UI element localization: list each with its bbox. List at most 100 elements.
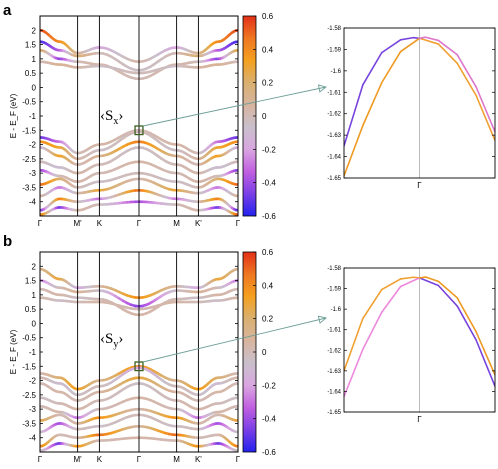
- spin-subscript: x: [113, 116, 118, 127]
- spin-bracket-right: ›: [118, 108, 123, 124]
- band-2: [40, 48, 238, 81]
- zoom-curves: [344, 276, 495, 398]
- spin-bracket-left: ‹: [100, 108, 105, 124]
- zoom-curve-1-segment: [437, 39, 459, 56]
- spin-bracket-left: ‹: [100, 331, 105, 347]
- zoom-box: [134, 361, 144, 372]
- band-7: [40, 146, 238, 175]
- zoom-y-tick-label: -1.59: [327, 47, 341, 53]
- zoom-curve-1-segment: [399, 277, 421, 288]
- zoom-plot-a: -1.58 -1.59 -1.6 -1.61 -1.62 -1.63 -1.64 -1.65 Γ: [327, 26, 496, 190]
- y-tick-label: -1: [29, 348, 37, 357]
- zoom-y-tick-label: -1.62: [327, 348, 341, 354]
- colorbar-tick-label: 0.2: [262, 315, 274, 324]
- band-5: [40, 366, 238, 397]
- colorbar-tick-label: -0.2: [262, 145, 276, 154]
- x-tick-label: M': [74, 219, 83, 228]
- zoom-curve-0-segment: [344, 83, 364, 147]
- y-tick-label: -2: [29, 377, 37, 386]
- band-9: [40, 407, 238, 425]
- spin-bracket-right: ›: [118, 331, 123, 347]
- y-tick-label: 1: [32, 55, 37, 64]
- zoom-y-tick-label: -1.63: [327, 133, 341, 139]
- zoom-curve-1-segment: [456, 53, 477, 88]
- zoom-curve-0-segment: [437, 43, 459, 65]
- colorbar-b: 0.6 0.4 0.2 0 -0.2 -0.4 -0.6: [242, 248, 276, 457]
- y-tick-label: -3.5: [22, 183, 36, 192]
- y-tick-label: -0.5: [22, 98, 36, 107]
- colorbar-tick-label: 0: [262, 112, 267, 121]
- zoom-curve-0-segment: [456, 305, 477, 341]
- zoom-curve-0-segment: [380, 278, 402, 291]
- spin-label-x: ‹Sx›: [100, 108, 123, 127]
- colorbar-tick-label: -0.2: [262, 381, 276, 390]
- zoom-curve-1-segment: [362, 311, 383, 351]
- y-tick-label: 0: [32, 83, 37, 92]
- y-tick-label: 1: [32, 291, 37, 300]
- colorbar-tick-label: -0.6: [262, 448, 276, 457]
- y-axis-label: E - E_F (eV): [9, 93, 18, 138]
- panel-label-b: b: [3, 233, 12, 250]
- zoom-curve-0-segment: [456, 62, 477, 97]
- zoom-arrow-b-head: [317, 315, 327, 324]
- y-tick-label: -3: [29, 169, 37, 178]
- zoom-curve-0-segment: [362, 288, 383, 320]
- colorbar-tick-label: 0.6: [262, 248, 274, 257]
- zoom-curve-1-segment: [399, 37, 421, 53]
- zoom-curve-1-segment: [437, 280, 459, 299]
- colorbar-tick-label: 0.4: [262, 45, 274, 54]
- band-0: [40, 267, 238, 300]
- bands-group: [40, 28, 238, 216]
- y-tick-label: -4: [29, 198, 37, 207]
- annotations: ‹Sx›‹Sy›: [100, 84, 327, 363]
- band-3: [40, 296, 238, 311]
- zoom-curve-1-segment: [475, 330, 495, 376]
- zoom-arrow-a-head: [317, 84, 327, 93]
- band-5: [40, 130, 238, 161]
- y-tick-label: 1.5: [25, 41, 37, 50]
- band-11: [40, 188, 238, 212]
- x-tick-label: K': [195, 455, 202, 464]
- zoom-y-tick-label: -1.62: [327, 112, 341, 118]
- y-tick-label: -2: [29, 141, 37, 150]
- zoom-curve-0-segment: [475, 94, 495, 142]
- panel-label-a: a: [3, 2, 12, 19]
- zoom-arrow-a: [142, 86, 327, 127]
- zoom-curve-1-segment: [362, 81, 383, 127]
- zoom-y-tick-label: -1.65: [327, 176, 341, 182]
- colorbar-tick-label: 0.2: [262, 79, 274, 88]
- y-tick-label: -1.5: [22, 362, 36, 371]
- x-tick-label: Γ: [38, 455, 43, 464]
- x-tick-label: Γ: [236, 455, 241, 464]
- band-12: [40, 436, 238, 452]
- band-1: [40, 279, 238, 308]
- zoom-box: [134, 125, 144, 136]
- band-10: [40, 413, 238, 434]
- x-tick-label: K: [97, 455, 103, 464]
- spin-base: S: [105, 331, 113, 347]
- zoom-curve-1-segment: [456, 297, 477, 333]
- band-8: [40, 160, 238, 184]
- band-10: [40, 177, 238, 198]
- zoom-curve-1-segment: [424, 276, 440, 283]
- colorbar-tick-label: 0.6: [262, 12, 274, 21]
- x-tick-label: M: [173, 455, 180, 464]
- y-tick-label: 2: [32, 262, 37, 271]
- zoom-curve-1-segment: [380, 50, 402, 84]
- spin-base: S: [105, 108, 113, 124]
- x-tick-label: K': [195, 219, 202, 228]
- y-tick-label: 1.5: [25, 277, 37, 286]
- colorbar-a: 0.6 0.4 0.2 0 -0.2 -0.4 -0.6: [242, 12, 276, 221]
- y-tick-label: 0.5: [25, 305, 37, 314]
- zoom-y-tick-label: -1.6: [331, 307, 342, 313]
- y-tick-label: 2: [32, 26, 37, 35]
- x-tick-label: Γ: [236, 219, 241, 228]
- colorbar-tick-label: 0: [262, 348, 267, 357]
- zoom-curve-0-segment: [475, 339, 495, 388]
- x-tick-label: Γ: [38, 219, 43, 228]
- band-6: [40, 376, 238, 402]
- zoom-curve-0-segment: [344, 317, 364, 372]
- x-tick-label: K: [97, 219, 103, 228]
- zoom-frame: [343, 27, 496, 179]
- zoom-curve-1-segment: [380, 285, 402, 314]
